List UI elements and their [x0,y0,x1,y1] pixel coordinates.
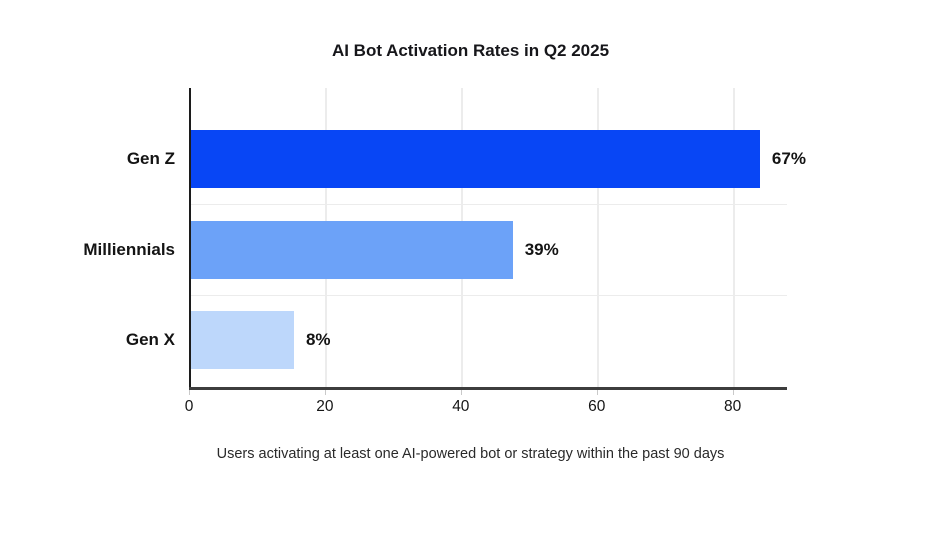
vertical-gridline-80 [732,88,735,387]
x-axis-line [189,387,787,390]
vertical-gridline-60 [596,88,599,387]
x-tick-mark-80 [732,390,734,395]
category-label-milliennials: Milliennials [83,239,175,259]
bar-gen-x [191,311,294,369]
x-tick-mark-60 [596,390,598,395]
x-tick-label-0: 0 [184,398,194,415]
x-tick-mark-40 [460,390,462,395]
bar-row-gen-z: 67% [191,130,806,188]
bar-gen-z [191,130,760,188]
value-label-gen-x: 8% [305,330,331,349]
x-tick-label-40: 40 [452,398,470,415]
value-label-gen-z: 67% [771,149,806,168]
category-label-gen-z: Gen Z [126,149,175,168]
x-tick-label-80: 80 [724,398,742,415]
category-label-gen-x: Gen X [125,330,175,349]
plot-area: 67% 39% 8% [189,88,806,390]
x-tick-mark-0 [189,390,190,395]
x-tick-mark-20 [324,390,326,395]
chart-title: AI Bot Activation Rates in Q2 2025 [331,41,610,60]
horizontal-gridline-2 [191,294,787,296]
bar-row-gen-x: 8% [191,311,787,369]
bar-row-milliennials: 39% [191,220,787,279]
x-tick-label-60: 60 [588,398,606,415]
x-tick-label-20: 20 [316,398,334,415]
chart-caption: Users activating at least one AI-powered… [216,446,725,462]
y-axis-line [189,88,191,390]
bar-milliennials [191,220,513,279]
value-label-milliennials: 39% [524,239,559,259]
horizontal-gridline-1 [191,204,787,206]
